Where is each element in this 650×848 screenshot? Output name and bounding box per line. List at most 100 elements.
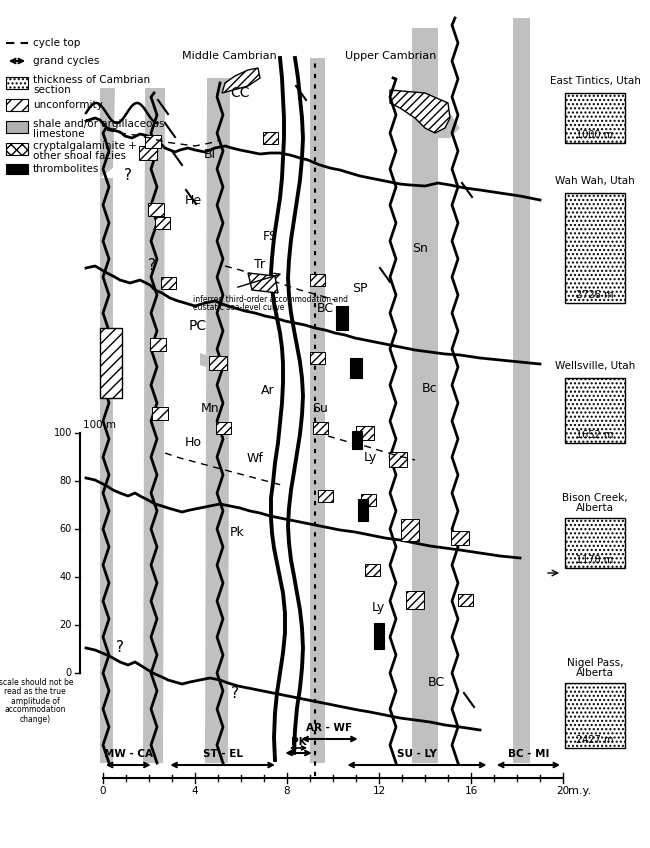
Text: ?: ? <box>231 685 239 700</box>
Bar <box>565 683 625 748</box>
Text: Wf: Wf <box>246 451 263 465</box>
Text: (scale should not be: (scale should not be <box>0 678 73 688</box>
Bar <box>565 518 625 568</box>
Polygon shape <box>200 353 215 370</box>
Text: AR - WF: AR - WF <box>307 723 352 733</box>
Text: Bison Creek,: Bison Creek, <box>562 493 628 503</box>
Bar <box>6 77 28 89</box>
Text: accommodation: accommodation <box>5 706 66 715</box>
Text: Wellsville, Utah: Wellsville, Utah <box>555 361 635 371</box>
Bar <box>161 277 176 289</box>
Text: 16: 16 <box>464 786 478 796</box>
Text: SU - LY: SU - LY <box>397 749 437 759</box>
Bar <box>565 193 625 303</box>
Text: Sn: Sn <box>412 242 428 254</box>
Text: grand cycles: grand cycles <box>33 56 99 66</box>
Text: Middle Cambrian: Middle Cambrian <box>182 51 277 61</box>
Text: BC: BC <box>428 677 445 689</box>
Polygon shape <box>310 58 325 763</box>
Text: read as the true: read as the true <box>4 688 66 696</box>
Bar <box>350 358 362 378</box>
Bar <box>352 431 362 449</box>
Text: section: section <box>33 85 71 95</box>
Bar <box>374 623 384 649</box>
Text: 2427 m: 2427 m <box>577 735 614 745</box>
Bar <box>356 426 374 440</box>
Bar <box>565 93 625 143</box>
Text: cycle top: cycle top <box>33 38 81 48</box>
Text: thrombolites: thrombolites <box>33 164 99 174</box>
Text: Pk: Pk <box>229 527 244 539</box>
Text: Ar: Ar <box>261 383 275 397</box>
Bar <box>263 132 278 144</box>
Polygon shape <box>100 178 113 763</box>
Polygon shape <box>390 90 450 133</box>
Polygon shape <box>222 68 260 93</box>
Text: Tr: Tr <box>255 259 265 271</box>
Bar <box>310 274 325 286</box>
Text: cryptalgalaminite +: cryptalgalaminite + <box>33 141 137 151</box>
Bar <box>406 591 424 609</box>
Text: 100 m: 100 m <box>83 420 116 430</box>
Text: Nigel Pass,: Nigel Pass, <box>567 658 623 668</box>
Text: CC: CC <box>230 86 250 100</box>
Bar <box>389 452 407 467</box>
Bar <box>451 531 469 545</box>
Bar <box>401 519 419 541</box>
Text: Ly: Ly <box>363 451 376 465</box>
Bar <box>6 121 28 133</box>
Text: ?: ? <box>116 640 124 656</box>
Text: eustatic sea-level curve: eustatic sea-level curve <box>193 304 285 313</box>
Text: Ly: Ly <box>371 601 385 615</box>
Text: 12: 12 <box>372 786 385 796</box>
Text: Bc: Bc <box>422 382 438 394</box>
Text: East Tintics, Utah: East Tintics, Utah <box>549 76 640 86</box>
Bar <box>458 594 473 606</box>
Text: Upper Cambrian: Upper Cambrian <box>344 51 436 61</box>
Text: He: He <box>185 193 202 207</box>
Text: amplitude of: amplitude of <box>10 696 59 706</box>
Text: Ho: Ho <box>185 437 202 449</box>
Text: change): change) <box>20 715 51 723</box>
Bar <box>336 306 348 330</box>
Bar <box>155 217 170 229</box>
Text: 100: 100 <box>53 428 72 438</box>
Bar <box>318 490 333 502</box>
Text: 80: 80 <box>60 476 72 486</box>
Text: 1178 m: 1178 m <box>577 555 614 565</box>
Polygon shape <box>513 18 530 763</box>
Text: Alberta: Alberta <box>576 503 614 513</box>
Bar <box>148 203 164 216</box>
Text: other shoal facies: other shoal facies <box>33 151 126 161</box>
Text: ?: ? <box>124 169 132 183</box>
Bar <box>209 356 227 370</box>
Text: SP: SP <box>352 282 368 294</box>
Bar <box>361 494 376 506</box>
Bar <box>313 422 328 434</box>
Bar <box>139 146 157 160</box>
Polygon shape <box>412 28 438 763</box>
Polygon shape <box>143 88 165 763</box>
Polygon shape <box>248 273 278 293</box>
Text: ST - EL: ST - EL <box>203 749 242 759</box>
Text: shale and/or argillaceous: shale and/or argillaceous <box>33 119 164 129</box>
Bar <box>6 99 28 111</box>
Text: Bl: Bl <box>204 148 216 160</box>
Text: 0: 0 <box>66 668 72 678</box>
Bar <box>100 328 122 398</box>
Polygon shape <box>205 78 230 763</box>
Text: Mn: Mn <box>201 401 219 415</box>
Bar <box>6 143 28 155</box>
Text: PK: PK <box>291 737 306 747</box>
Bar <box>152 407 168 420</box>
Bar <box>310 352 325 364</box>
Polygon shape <box>100 88 115 178</box>
Text: PC: PC <box>189 319 207 333</box>
Text: limestone: limestone <box>33 129 84 139</box>
Bar <box>365 564 380 576</box>
Text: 1652 m: 1652 m <box>577 430 614 440</box>
Bar <box>6 164 28 174</box>
Text: 60: 60 <box>60 524 72 534</box>
Text: ?: ? <box>148 258 156 272</box>
Text: 1000 m: 1000 m <box>577 130 614 140</box>
